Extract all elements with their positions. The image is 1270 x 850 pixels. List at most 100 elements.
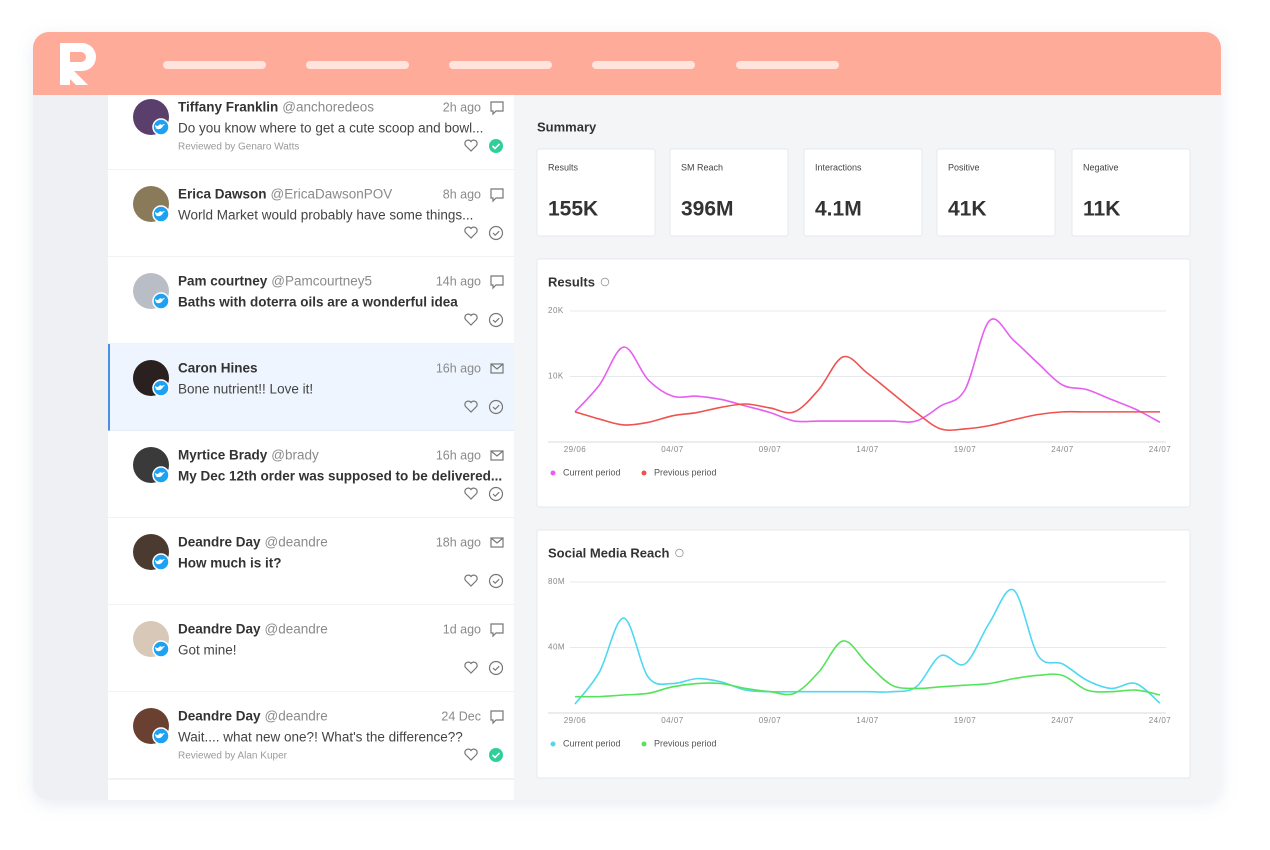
message-icon[interactable] <box>490 537 504 548</box>
author-name: Deandre Day <box>178 709 261 724</box>
x-tick-label: 24/07 <box>1051 445 1074 454</box>
chart-title: Social Media Reach <box>548 545 669 560</box>
selected-indicator <box>108 344 110 431</box>
info-icon[interactable] <box>600 277 610 287</box>
check-mark <box>491 752 501 759</box>
logo-mark[interactable] <box>60 43 96 85</box>
x-tick-label: 24/07 <box>1149 445 1172 454</box>
twitter-icon <box>155 124 165 130</box>
x-tick-label: 24/07 <box>1149 716 1172 725</box>
check-mark <box>492 491 500 498</box>
review-button[interactable] <box>488 399 504 415</box>
comment-icon[interactable] <box>490 623 504 638</box>
feed-item-bg <box>108 605 514 692</box>
review-button[interactable] <box>488 225 504 241</box>
feed-item-bg <box>108 692 514 779</box>
x-tick-label: 19/07 <box>954 716 977 725</box>
comment-icon[interactable] <box>490 101 504 116</box>
reviewed-check[interactable] <box>489 139 503 153</box>
charts: Results 10K 20K 29/06 04/07 09/07 14/07 19/07 24… <box>536 258 1191 779</box>
review-button[interactable] <box>488 486 504 502</box>
author-handle: @deandre <box>265 535 328 550</box>
author-handle: @EricaDawsonPOV <box>271 187 393 202</box>
twitter-icon <box>155 211 165 217</box>
message-text: Do you know where to get a cute scoop an… <box>178 121 483 136</box>
review-button[interactable] <box>488 660 504 676</box>
like-button[interactable] <box>464 487 478 500</box>
timestamp: 8h ago <box>443 187 481 201</box>
twitter-icon <box>155 646 165 652</box>
nav-item[interactable] <box>736 61 839 69</box>
author-handle: @deandre <box>265 622 328 637</box>
review-button[interactable] <box>488 573 504 589</box>
y-tick-label: 40M <box>548 643 565 652</box>
info-icon[interactable] <box>675 548 684 558</box>
nav-item[interactable] <box>449 61 552 69</box>
feed-item[interactable]: Myrtice Brady @brady 16h ago My Dec 12th or… <box>108 431 514 526</box>
feed-item[interactable]: Pam courtney @Pamcourtney5 14h ago Baths wi… <box>108 257 514 352</box>
feed-item[interactable]: Caron Hines 16h ago Bone nutrient!! Love i… <box>108 344 514 432</box>
like-button[interactable] <box>464 226 478 239</box>
nav-item[interactable] <box>306 61 409 69</box>
like-button[interactable] <box>464 574 478 587</box>
like-button[interactable] <box>464 400 478 413</box>
summary-title: Summary <box>537 119 597 134</box>
feed: Tiffany Franklin @anchoredeos 2h ago Do you… <box>108 83 514 780</box>
nav-item[interactable] <box>163 61 266 69</box>
comment-icon[interactable] <box>490 188 504 203</box>
twitter-icon <box>155 733 165 739</box>
x-tick-label: 04/07 <box>661 716 684 725</box>
summary-card: Negative 11K <box>1071 148 1191 237</box>
feed-item-bg <box>108 83 514 170</box>
nav-item[interactable] <box>592 61 695 69</box>
twitter-icon <box>155 472 165 478</box>
chart-title: Results <box>548 274 595 289</box>
feed-item-bg <box>108 344 514 431</box>
x-tick-label: 19/07 <box>954 445 977 454</box>
feed-item[interactable]: Deandre Day @deandre 18h ago How much is it… <box>108 518 514 613</box>
card-label: Results <box>548 162 579 172</box>
author-handle: @brady <box>271 448 319 463</box>
like-button[interactable] <box>464 748 478 761</box>
sidebar <box>33 95 108 800</box>
comment-icon[interactable] <box>490 710 504 725</box>
feed-item[interactable]: Erica Dawson @EricaDawsonPOV 8h ago World M… <box>108 170 514 258</box>
check-mark <box>492 404 500 411</box>
x-tick-label: 09/07 <box>759 716 782 725</box>
summary-card: Results 155K <box>536 148 656 237</box>
feed-item[interactable]: Deandre Day @deandre 24 Dec Wait.... what n… <box>108 692 514 780</box>
message-icon[interactable] <box>490 363 504 374</box>
card-label: Negative <box>1083 162 1119 172</box>
reviewed-check[interactable] <box>489 748 503 762</box>
message-text: Wait.... what new one?! What's the diffe… <box>178 730 463 745</box>
feed-item[interactable]: Tiffany Franklin @anchoredeos 2h ago Do you… <box>108 83 514 171</box>
x-tick-label: 04/07 <box>661 445 684 454</box>
card-bg <box>669 148 789 237</box>
x-tick-label: 14/07 <box>856 716 879 725</box>
card-bg <box>936 148 1056 237</box>
check-mark <box>492 230 500 237</box>
author-name: Myrtice Brady <box>178 448 268 463</box>
panel-bg <box>536 529 1191 779</box>
timestamp: 24 Dec <box>441 709 481 723</box>
card-label: SM Reach <box>681 162 723 172</box>
author-name: Deandre Day <box>178 622 261 637</box>
like-button[interactable] <box>464 313 478 326</box>
message-icon[interactable] <box>490 450 504 461</box>
card-bg <box>536 148 656 237</box>
review-button[interactable] <box>488 312 504 328</box>
card-bg <box>803 148 923 237</box>
like-button[interactable] <box>464 661 478 674</box>
message-text: How much is it? <box>178 556 282 571</box>
twitter-icon <box>155 385 165 391</box>
author-name: Tiffany Franklin <box>178 100 278 115</box>
like-button[interactable] <box>464 139 478 152</box>
series-line <box>574 640 1161 698</box>
logo[interactable] <box>60 43 96 85</box>
card-value: 396M <box>681 198 734 221</box>
legend-dot <box>641 470 647 476</box>
feed-item-bg <box>108 518 514 605</box>
feed-item[interactable]: Deandre Day @deandre 1d ago Got mine! <box>108 605 514 693</box>
comment-icon[interactable] <box>490 275 504 290</box>
